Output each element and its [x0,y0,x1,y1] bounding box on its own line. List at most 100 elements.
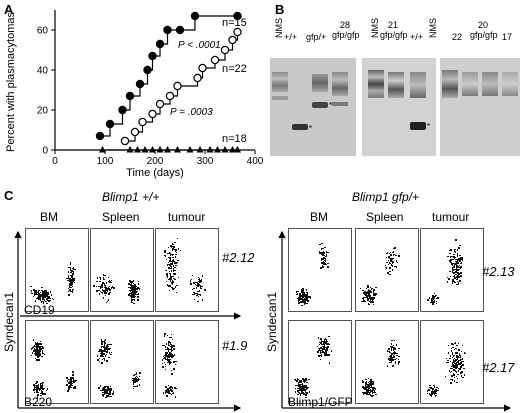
flow-event [169,352,171,354]
flow-event [459,280,461,282]
flow-event [137,287,139,289]
flow-event [105,282,108,284]
flow-event [111,286,113,288]
flow-event [455,367,457,369]
flow-event [168,285,170,287]
flow-event [454,348,456,351]
flow-event [197,283,199,285]
flow-event [172,253,175,255]
flow-event [372,394,375,397]
flow-event [71,384,73,387]
flow-event [303,291,305,294]
flow-event [105,395,108,398]
flow-event [302,292,304,295]
flow-event [461,258,463,260]
flow-event [101,343,103,345]
flow-event [431,391,433,393]
lane-label: +/+ [284,32,298,42]
flow-event [169,336,171,339]
flow-event [198,280,200,283]
flow-event [375,286,377,289]
flow-event [305,297,308,299]
flow-event [40,392,42,395]
flow-event [132,289,135,292]
flow-event [461,344,464,346]
data-point [148,109,157,119]
flow-event [169,278,171,280]
flow-event [168,278,170,281]
flow-event [370,290,373,293]
flow-event [450,256,452,258]
flow-event [392,351,395,354]
flow-event [325,255,327,258]
flow-event [175,360,177,363]
flow-event [128,294,130,296]
flow-event [71,281,73,284]
flow-dot-plot [90,228,154,312]
flow-event [372,292,375,295]
flow-event [102,290,105,293]
flow-event [328,343,330,345]
flow-event [320,354,323,356]
flow-event [392,358,395,361]
flow-event [106,347,108,349]
flow-event [456,266,458,269]
flow-event [299,385,301,387]
flow-event [167,387,170,390]
flow-event [170,369,173,371]
flow-event [322,347,324,350]
flow-event [169,254,172,256]
flow-event [462,364,465,366]
flow-event [40,386,42,389]
b220-label: B220 [24,395,53,409]
flow-event [193,282,195,284]
flow-event [162,362,164,365]
flow-event [43,292,45,294]
flow-event [450,355,452,357]
flow-event [104,339,107,341]
flow-event [74,268,76,271]
flow-event [165,352,167,354]
flow-event [450,382,452,385]
flow-event [322,258,325,261]
flow-event [367,297,369,299]
flow-event [131,285,133,287]
data-point [174,146,181,153]
flow-event [36,381,38,383]
flow-event [391,345,394,348]
flow-event [130,295,132,297]
flow-event [130,291,133,293]
flow-event [391,260,393,263]
flow-event [302,294,305,296]
flow-event [368,383,370,385]
flow-event [460,365,462,367]
flow-event [460,372,462,374]
flow-event [134,376,136,379]
flow-event [452,365,454,367]
flow-event [40,355,42,358]
flow-event [172,256,174,259]
flow-event [176,237,179,240]
flow-event [194,292,196,295]
flow-event [134,373,137,376]
flow-event [433,388,435,390]
flow-event [170,393,172,396]
flow-event [103,346,105,348]
flow-event [302,384,304,387]
flow-event [171,275,173,278]
flow-event [170,260,172,262]
flow-event [40,384,42,387]
flow-event [37,295,40,298]
flow-event [306,381,308,384]
series-label-2: n=22 [222,63,247,75]
flow-event [132,286,134,288]
flow-event [132,374,135,377]
col-spleen: Spleen [102,210,140,224]
flow-event [370,286,372,289]
flow-event [323,254,325,257]
flow-event [460,256,462,259]
flow-event [363,387,365,389]
flow-event [450,259,452,261]
flow-event [302,378,304,380]
flow-event [69,386,71,388]
